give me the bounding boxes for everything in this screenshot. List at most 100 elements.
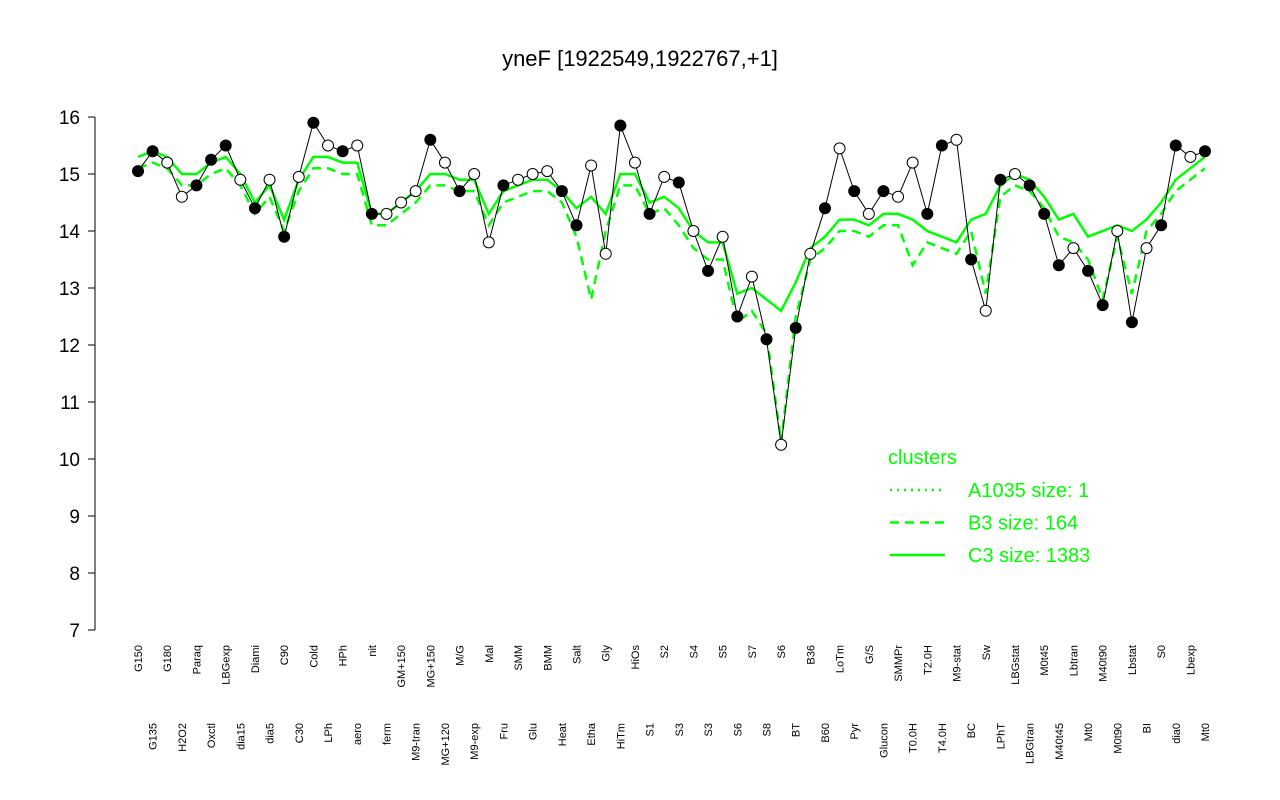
point (1023, 179, 1036, 192)
point (1125, 316, 1138, 329)
point (1052, 259, 1065, 272)
x-tick-label: ferm (381, 723, 393, 745)
point (614, 119, 627, 132)
x-tick-label: G135 (148, 723, 160, 750)
y-tick-label: 7 (69, 621, 80, 642)
point (541, 165, 554, 178)
point (132, 165, 144, 178)
x-tick-label: HPh (338, 645, 350, 666)
x-tick-label: Etha (586, 722, 598, 746)
x-tick-label: Diami (250, 645, 262, 673)
y-tick-label: 15 (59, 165, 80, 186)
point (453, 185, 466, 198)
point (833, 142, 846, 155)
point (775, 438, 788, 451)
x-tick-label: Heat (557, 723, 569, 746)
y-tick-label: 9 (69, 507, 80, 528)
point (1008, 168, 1021, 180)
point (1184, 150, 1197, 163)
point (994, 173, 1007, 186)
x-tick-label: Glu (528, 723, 540, 740)
point (1140, 242, 1153, 255)
point (395, 196, 408, 209)
point (892, 190, 905, 203)
point (512, 173, 525, 186)
point (409, 185, 422, 198)
x-tick-label: S6 (776, 645, 788, 658)
chart-title: yneF [1922549,1922767,+1] (502, 46, 778, 71)
x-tick-label: Cold (308, 645, 320, 668)
x-tick-label: B60 (820, 723, 832, 743)
point (175, 190, 188, 203)
x-tick-label: S0 (1156, 645, 1168, 658)
point (351, 139, 364, 152)
x-tick-label: M40t45 (1054, 723, 1066, 760)
point (307, 116, 320, 129)
point (935, 139, 948, 152)
point (731, 310, 744, 323)
x-tick-label: LBGexp (221, 645, 233, 685)
point (921, 207, 934, 220)
x-tick-label: M/G (455, 645, 467, 666)
point (322, 139, 335, 152)
x-tick-label: C30 (294, 723, 306, 743)
x-tick-label: S5 (718, 645, 730, 658)
point (877, 185, 890, 198)
x-tick-label: aero (352, 723, 364, 745)
x-tick-label: dia5 (265, 723, 277, 744)
x-tick-label: M40t90 (1098, 645, 1110, 682)
x-tick-label: Fru (498, 723, 510, 740)
point (570, 219, 583, 232)
x-tick-label: Lbstat (1127, 645, 1139, 675)
x-tick-label: HiOs (630, 645, 642, 670)
point (658, 170, 671, 183)
point (979, 304, 992, 317)
x-tick-label: dia0 (1171, 723, 1183, 744)
x-tick-label: T4.0H (937, 723, 949, 753)
legend-label: B3 size: 164 (968, 513, 1078, 535)
point (292, 170, 305, 183)
x-tick-label: Oxctl (206, 723, 218, 748)
point (336, 145, 349, 158)
x-tick-label: Mal (484, 645, 496, 663)
y-tick-label: 16 (59, 108, 80, 129)
cluster-line (137, 149, 1206, 313)
point (643, 207, 656, 220)
legend-label: C3 size: 1383 (968, 545, 1090, 567)
y-tick-label: 13 (59, 279, 80, 300)
x-tick-label: LoTm (835, 645, 847, 673)
x-tick-label: Sw (981, 645, 993, 660)
point (424, 133, 437, 146)
x-tick-label: Pyr (849, 723, 861, 740)
x-tick-label: Mt0 (1083, 723, 1095, 741)
x-tick-label: M9-stat (952, 645, 964, 682)
cluster-line (137, 161, 1206, 443)
x-tick-label: Paraq (191, 645, 203, 674)
x-tick-label: T2.0H (922, 645, 934, 675)
x-tick-label: Lbexp (1185, 645, 1197, 675)
x-tick-label: Lbtran (1068, 645, 1080, 676)
point (555, 185, 568, 198)
point (190, 179, 203, 192)
point (278, 230, 291, 243)
point (1155, 219, 1168, 232)
point (263, 173, 276, 186)
x-tick-label: LBGtran (1025, 723, 1037, 764)
point (497, 179, 510, 192)
legend-title: clusters (888, 447, 957, 469)
x-tick-label: M9-tran (411, 723, 423, 761)
x-tick-label: Gly (601, 645, 613, 662)
point (1199, 145, 1211, 158)
point (628, 156, 641, 169)
point (687, 225, 700, 237)
x-tick-label: S8 (762, 723, 774, 736)
point (745, 270, 758, 283)
point (862, 207, 875, 220)
point (702, 264, 715, 277)
point (965, 253, 978, 266)
x-tick-label: LPhT (995, 723, 1007, 750)
point (585, 159, 598, 172)
y-tick-label: 8 (69, 564, 80, 585)
point (234, 173, 247, 186)
point (438, 156, 451, 169)
